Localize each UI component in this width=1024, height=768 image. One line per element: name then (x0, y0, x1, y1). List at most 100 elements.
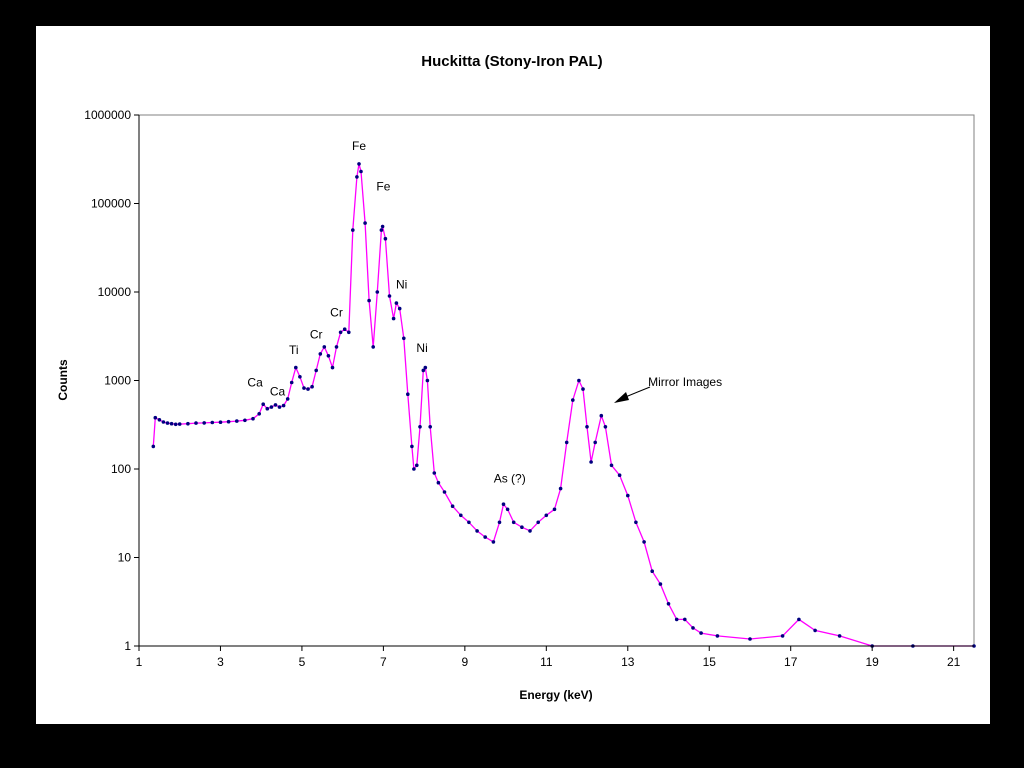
data-point (218, 420, 223, 425)
data-point (257, 412, 261, 416)
x-tick-label: 9 (462, 655, 469, 669)
annotation-label: Ni (396, 277, 407, 291)
x-tick-label: 5 (299, 655, 306, 669)
data-point (194, 421, 198, 425)
data-point (334, 345, 339, 349)
annotation-label: Mirror Images (648, 375, 722, 389)
annotation-label: Ni (416, 341, 427, 355)
data-point (173, 422, 178, 427)
annotation-label: As (?) (494, 472, 526, 486)
data-point (261, 402, 265, 407)
data-point (699, 631, 703, 635)
data-point (585, 425, 589, 429)
x-tick-label: 11 (540, 655, 553, 669)
data-point (371, 345, 376, 349)
data-point (467, 520, 471, 525)
data-point (406, 392, 410, 397)
data-point (281, 403, 286, 408)
annotation-label: Ca (247, 376, 263, 390)
data-point (421, 368, 426, 373)
data-point (251, 416, 255, 421)
data-point (501, 502, 506, 507)
data-point (379, 228, 384, 232)
y-axis-title: Counts (56, 359, 70, 401)
data-point (442, 490, 447, 494)
data-point (642, 540, 646, 544)
data-point (375, 290, 380, 294)
data-point (797, 617, 801, 622)
chart-frame: Huckitta (Stony-Iron PAL) 1 3 5 7 9 11 13 15 17 1… (36, 26, 990, 724)
y-ticks: 1 10 100 1000 10000 100000 1000000 (84, 108, 139, 653)
data-point (459, 513, 463, 518)
data-point (715, 634, 720, 638)
data-point (351, 228, 355, 232)
data-point (666, 602, 671, 606)
data-point (302, 386, 306, 390)
data-point (423, 365, 428, 370)
data-point (412, 467, 416, 471)
series-layer (151, 162, 976, 648)
data-point (634, 520, 638, 525)
data-point (342, 327, 347, 332)
data-point (650, 569, 654, 573)
data-point (552, 507, 557, 512)
data-point (581, 387, 585, 391)
x-tick-label: 19 (865, 655, 879, 669)
data-point (338, 330, 343, 335)
data-point (428, 425, 433, 429)
data-point (491, 540, 496, 544)
data-point (505, 507, 510, 512)
mirror-images-arrowhead (614, 392, 629, 403)
x-ticks: 1 3 5 7 9 11 13 15 17 19 21 (136, 646, 961, 669)
data-point (355, 175, 359, 179)
data-point (571, 398, 575, 402)
x-tick-label: 7 (380, 655, 387, 669)
data-point (169, 421, 174, 426)
data-point (294, 365, 298, 370)
data-point (310, 384, 314, 389)
y-tick-label: 100 (111, 462, 131, 476)
data-point (593, 440, 597, 445)
x-tick-label: 21 (947, 655, 961, 669)
data-point (186, 421, 190, 426)
data-point (265, 406, 270, 411)
x-tick-label: 13 (621, 655, 635, 669)
data-point (165, 421, 170, 425)
data-point (528, 529, 532, 533)
data-point (475, 529, 479, 533)
data-point (367, 298, 371, 303)
data-point (837, 634, 842, 638)
data-point (748, 637, 752, 641)
data-point (157, 418, 162, 422)
data-point (394, 301, 399, 305)
annotation-label: Cr (330, 305, 343, 319)
data-point (483, 535, 488, 539)
data-point (425, 378, 430, 383)
y-tick-label: 1000 (104, 374, 131, 388)
data-point (691, 626, 695, 630)
data-point (520, 525, 524, 529)
data-point (363, 221, 367, 225)
data-point (269, 405, 274, 409)
data-point (210, 420, 215, 425)
data-point (391, 316, 396, 321)
data-point (497, 520, 502, 525)
data-point (289, 380, 294, 385)
data-point (285, 397, 290, 401)
annotation-label: Ca (270, 384, 286, 398)
data-point (564, 440, 569, 445)
data-point (298, 375, 302, 379)
data-point (153, 415, 158, 420)
data-point (780, 634, 785, 638)
data-point (322, 345, 327, 349)
y-tick-label: 1000000 (84, 108, 131, 122)
data-point (402, 336, 406, 341)
data-point (235, 419, 239, 423)
data-point (536, 520, 540, 525)
x-tick-label: 15 (703, 655, 717, 669)
data-point (432, 471, 437, 475)
data-point (589, 460, 593, 464)
data-point (347, 330, 351, 335)
y-tick-label: 10 (118, 551, 132, 565)
data-point (226, 419, 231, 424)
